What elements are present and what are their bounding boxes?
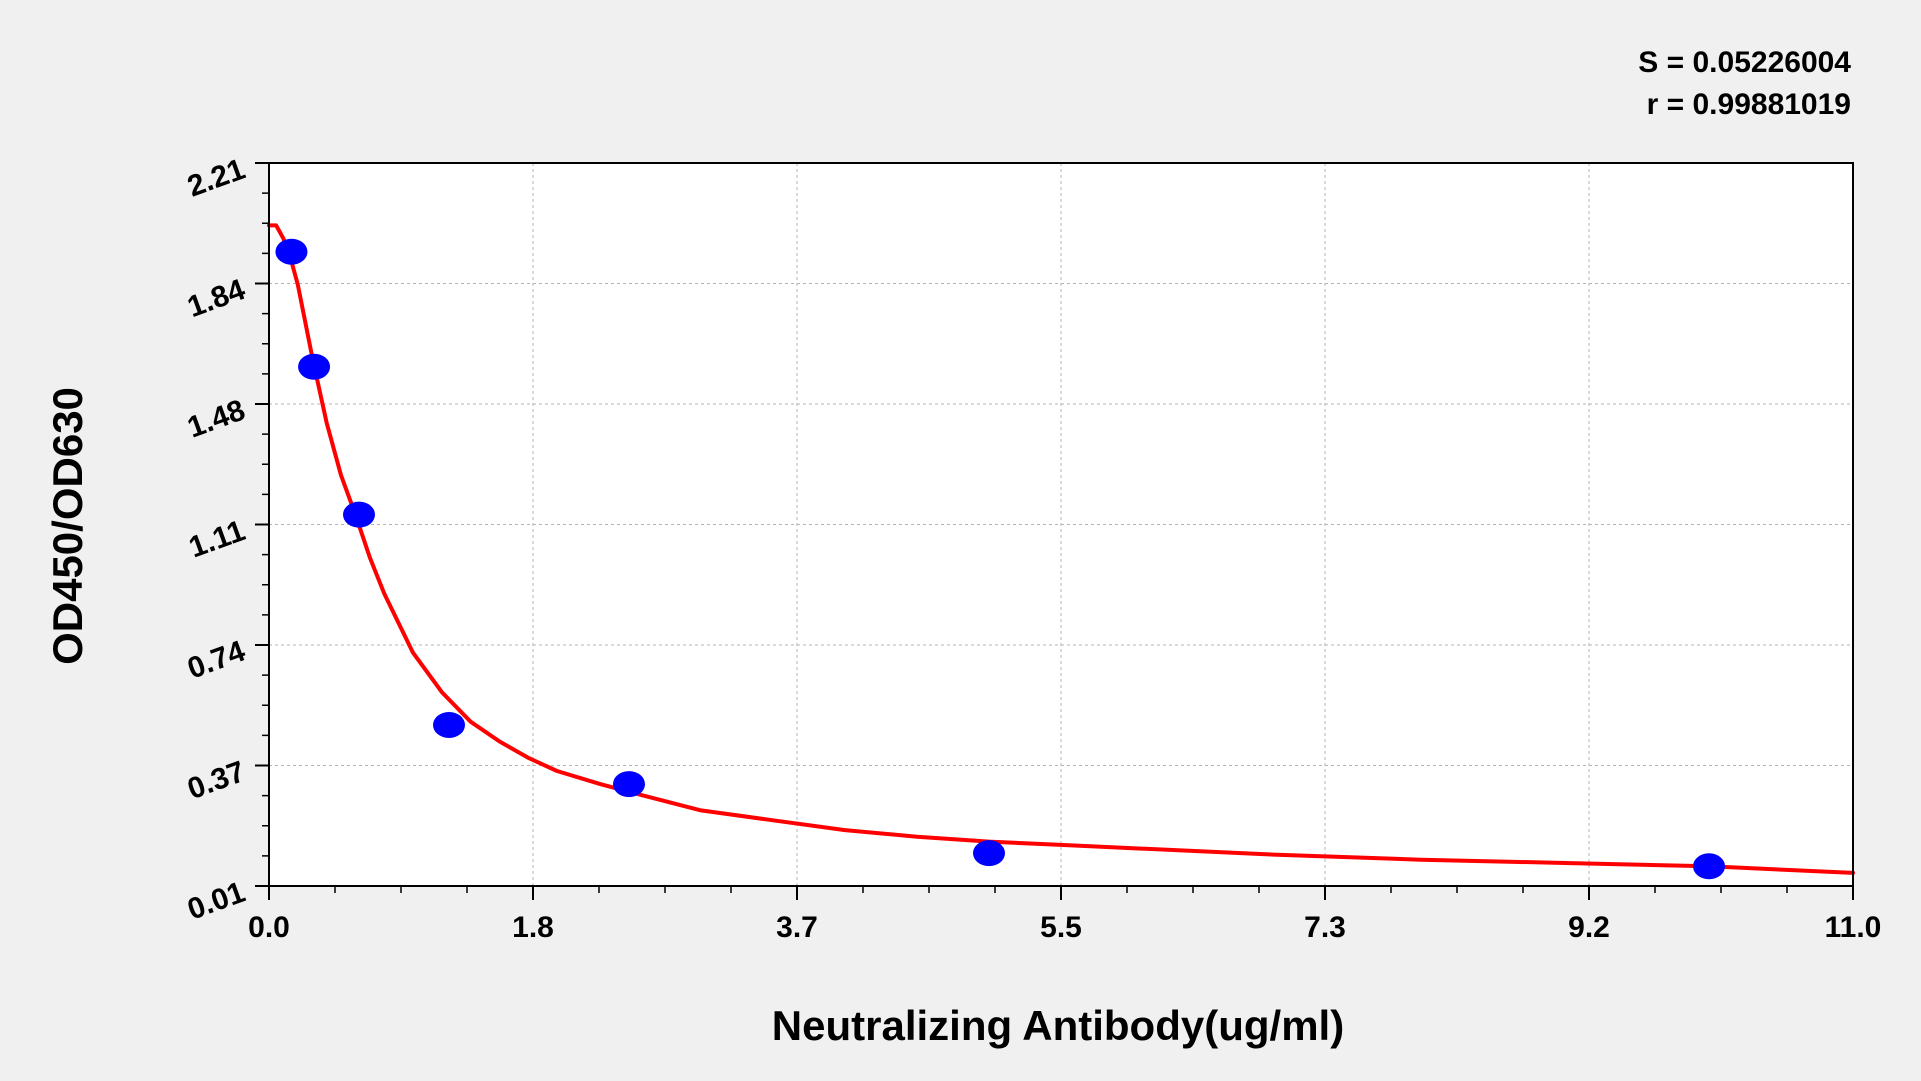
data-point xyxy=(298,353,331,380)
data-point xyxy=(613,771,645,798)
x-tick-label: 11.0 xyxy=(1825,911,1882,944)
x-tick-label: 9.2 xyxy=(1568,911,1610,944)
data-point xyxy=(275,238,308,265)
data-point xyxy=(343,501,375,528)
x-tick-label: 1.8 xyxy=(512,911,554,944)
x-tick-label: 7.3 xyxy=(1304,911,1346,944)
data-points xyxy=(275,238,1725,880)
r-value-annotation: r = 0.99881019 xyxy=(1647,88,1851,121)
grid-lines xyxy=(269,163,1853,886)
x-tick-label: 0.0 xyxy=(248,911,290,944)
x-axis-ticks: 0.0 1.8 3.7 5.5 7.3 9.2 11.0 xyxy=(248,886,1881,944)
data-point xyxy=(973,840,1005,867)
data-point xyxy=(433,711,465,738)
minor-ticks xyxy=(262,192,1788,893)
s-value-annotation: S = 0.05226004 xyxy=(1638,46,1851,79)
x-tick-label: 3.7 xyxy=(776,911,818,944)
x-tick-label: 5.5 xyxy=(1040,911,1082,944)
x-axis-title: Neutralizing Antibody(ug/ml) xyxy=(772,1002,1344,1049)
data-point xyxy=(1693,853,1725,880)
y-axis-title: OD450/OD630 xyxy=(44,387,91,665)
